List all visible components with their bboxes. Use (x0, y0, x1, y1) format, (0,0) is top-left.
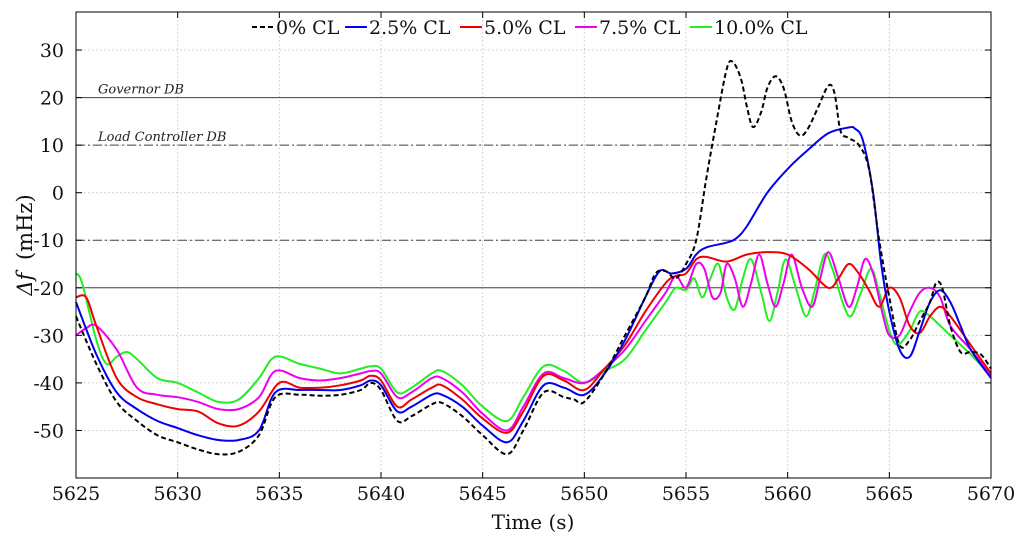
y-axis-symbol: Δf (13, 269, 37, 296)
x-tick-label: 5660 (763, 483, 811, 505)
x-tick-label: 5640 (357, 483, 405, 505)
series-line-10-0-cl (75, 252, 992, 422)
y-tick-label: -50 (33, 420, 64, 442)
axis-ticks (75, 12, 992, 478)
x-tick-label: 5650 (560, 483, 608, 505)
series-line-0-cl (75, 59, 992, 456)
reference-line-label: Load Controller DB (97, 130, 226, 145)
legend-label: 10.0% CL (714, 17, 808, 39)
legend: 0% CL 2.5% CL 5.0% CL 7.5% CL 10.0% CL (252, 17, 808, 39)
reference-lines: Governor DB Load Controller DB (76, 83, 991, 289)
series-lines (75, 59, 992, 456)
svg-text:Δf (mHz): Δf (mHz) (13, 194, 37, 296)
y-tick-label: -20 (33, 278, 64, 300)
x-tick-label: 5665 (865, 483, 913, 505)
series-line-7-5-cl (75, 251, 992, 432)
x-tick-label: 5655 (662, 483, 710, 505)
grid (75, 12, 992, 478)
x-axis-title: Time (s) (492, 510, 575, 534)
y-tick-label: -10 (33, 230, 64, 252)
series-line-2-5-cl (75, 125, 992, 444)
y-axis-title: Δf (mHz) (13, 194, 37, 296)
legend-label: 2.5% CL (369, 17, 451, 39)
y-tick-label: 20 (40, 88, 64, 110)
y-tick-label: -40 (33, 373, 64, 395)
y-tick-label: 0 (52, 183, 64, 205)
y-tick-label: 10 (40, 135, 64, 157)
legend-label: 7.5% CL (599, 17, 681, 39)
x-tick-label: 5625 (52, 483, 100, 505)
series-line-5-0-cl (75, 251, 992, 434)
legend-label: 0% CL (276, 17, 340, 39)
y-tick-label: -30 (33, 325, 64, 347)
tick-labels: 5625 5630 5635 5640 5645 5650 5655 5660 5665 5670… (33, 40, 1015, 505)
legend-label: 5.0% CL (484, 17, 566, 39)
reference-line-label: Governor DB (98, 83, 184, 98)
x-tick-label: 5670 (967, 483, 1015, 505)
x-tick-label: 5645 (458, 483, 506, 505)
x-tick-label: 5635 (255, 483, 303, 505)
plot-area-frame (75, 11, 992, 479)
y-axis-unit: (mHz) (13, 194, 37, 260)
x-tick-label: 5630 (153, 483, 201, 505)
y-tick-label: 30 (40, 40, 64, 62)
